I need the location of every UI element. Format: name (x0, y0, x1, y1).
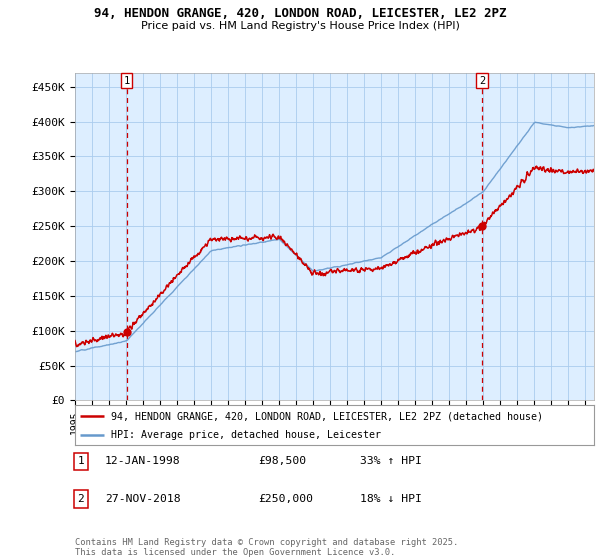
Text: 2: 2 (479, 76, 485, 86)
Text: Contains HM Land Registry data © Crown copyright and database right 2025.
This d: Contains HM Land Registry data © Crown c… (75, 538, 458, 557)
Text: £98,500: £98,500 (258, 456, 306, 466)
Text: 33% ↑ HPI: 33% ↑ HPI (360, 456, 422, 466)
Text: 2: 2 (77, 494, 85, 504)
Text: 1: 1 (124, 76, 130, 86)
Text: 27-NOV-2018: 27-NOV-2018 (105, 494, 181, 504)
Text: 12-JAN-1998: 12-JAN-1998 (105, 456, 181, 466)
Text: 94, HENDON GRANGE, 420, LONDON ROAD, LEICESTER, LE2 2PZ: 94, HENDON GRANGE, 420, LONDON ROAD, LEI… (94, 7, 506, 20)
Text: 18% ↓ HPI: 18% ↓ HPI (360, 494, 422, 504)
Text: HPI: Average price, detached house, Leicester: HPI: Average price, detached house, Leic… (112, 430, 382, 440)
Text: £250,000: £250,000 (258, 494, 313, 504)
Text: 1: 1 (77, 456, 85, 466)
Text: Price paid vs. HM Land Registry's House Price Index (HPI): Price paid vs. HM Land Registry's House … (140, 21, 460, 31)
Text: 94, HENDON GRANGE, 420, LONDON ROAD, LEICESTER, LE2 2PZ (detached house): 94, HENDON GRANGE, 420, LONDON ROAD, LEI… (112, 411, 544, 421)
